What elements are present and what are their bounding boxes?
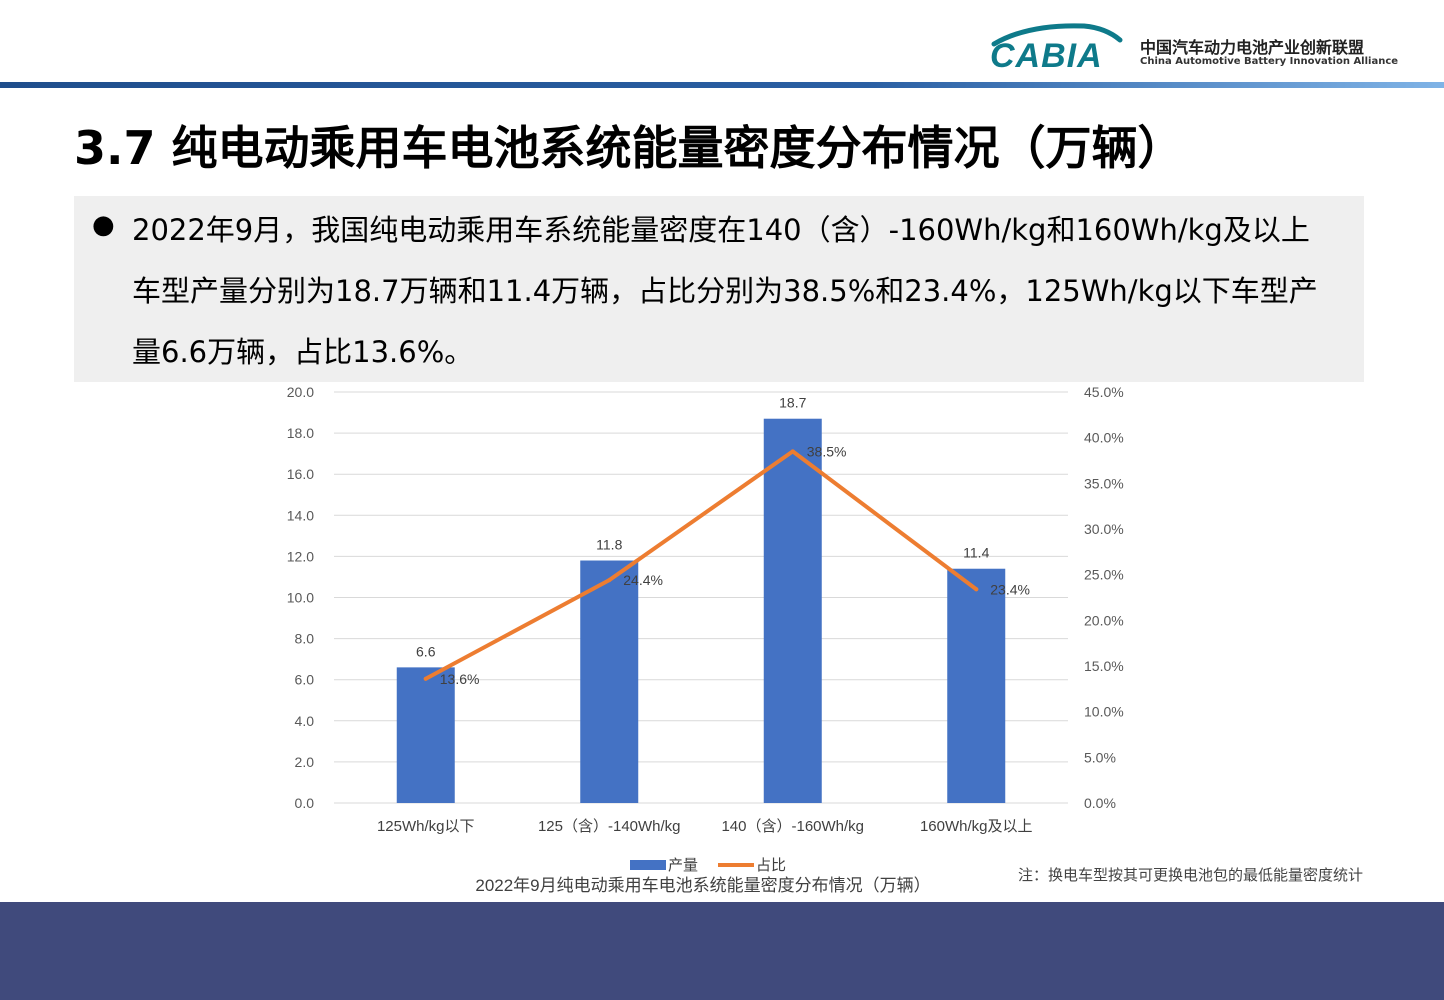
bar-value-label: 11.4 [963, 545, 989, 561]
chart-area: 0.0 2.0 4.0 6.0 8.0 10.0 12.0 14.0 16.0 18.0 20.0 0… [0, 380, 1444, 900]
y-left-tick-label: 4.0 [295, 713, 315, 729]
bar [763, 418, 822, 803]
y-right-tick-label: 0.0% [1084, 795, 1116, 811]
bar [947, 568, 1006, 803]
y-right-tick-label: 15.0% [1084, 658, 1124, 674]
y-left-tick-label: 12.0 [287, 548, 314, 564]
y-right-tick-label: 35.0% [1084, 475, 1124, 491]
line-value-label: 23.4% [990, 581, 1030, 597]
combo-chart: 0.0 2.0 4.0 6.0 8.0 10.0 12.0 14.0 16.0 18.0 20.0 0… [287, 384, 1124, 895]
y-left-tick-label: 18.0 [287, 425, 314, 441]
legend-label-line: 占比 [756, 857, 786, 874]
y-left-tick-label: 0.0 [295, 795, 315, 811]
y-right-tick-label: 25.0% [1084, 567, 1124, 583]
y-right-tick-label: 40.0% [1084, 430, 1124, 446]
logo: CABIA 中国汽车动力电池产业创新联盟 China Automotive Ba… [988, 22, 1408, 78]
page-title: 3.7 纯电动乘用车电池系统能量密度分布情况（万辆） [74, 121, 1184, 175]
legend-label-bars: 产量 [668, 857, 698, 874]
line-point [974, 587, 979, 592]
x-tick-label: 125Wh/kg以下 [377, 818, 475, 835]
cabia-logo-mark: CABIA [990, 23, 1123, 74]
y-left-tick-label: 20.0 [287, 384, 314, 400]
bar-value-label: 11.8 [596, 537, 622, 553]
x-tick-label: 125（含）-140Wh/kg [538, 818, 681, 835]
y-left-tick-label: 14.0 [287, 507, 314, 523]
y-right-tick-label: 45.0% [1084, 384, 1124, 400]
bar [396, 667, 455, 803]
y-right-tick-label: 10.0% [1084, 704, 1124, 720]
bar-value-label: 18.7 [779, 395, 806, 411]
bar [580, 560, 639, 803]
y-left-tick-label: 16.0 [287, 466, 314, 482]
bullet-icon: ● [92, 210, 115, 240]
line-point [607, 578, 612, 583]
x-tick-label: 160Wh/kg及以上 [920, 818, 1033, 835]
chart-title: 2022年9月纯电动乘用车电池系统能量密度分布情况（万辆） [475, 876, 930, 895]
y-right-tick-label: 30.0% [1084, 521, 1124, 537]
summary-box: ● 2022年9月，我国纯电动乘用车系统能量密度在140（含）-160Wh/kg… [74, 196, 1364, 382]
org-name-en: China Automotive Battery Innovation Alli… [1140, 56, 1399, 67]
footer-band [0, 902, 1444, 1000]
y-left-tick-label: 10.0 [287, 590, 314, 606]
y-right-tick-label: 5.0% [1084, 749, 1116, 765]
y-left-tick-label: 6.0 [295, 672, 315, 688]
x-tick-label: 140（含）-160Wh/kg [721, 818, 864, 835]
y-left-tick-label: 8.0 [295, 631, 315, 647]
y-left-tick-label: 2.0 [295, 754, 315, 770]
header-bar: CABIA 中国汽车动力电池产业创新联盟 China Automotive Ba… [0, 0, 1444, 88]
header-divider [0, 82, 1444, 88]
summary-text: 2022年9月，我国纯电动乘用车系统能量密度在140（含）-160Wh/kg和1… [132, 213, 1318, 369]
chart-note: 注：换电车型按其可更换电池包的最低能量密度统计 [1018, 866, 1364, 884]
line-value-label: 13.6% [440, 671, 480, 687]
line-point [423, 676, 428, 681]
line-point [790, 449, 795, 454]
logo-text: CABIA [990, 37, 1103, 74]
legend-swatch-bars [630, 860, 666, 870]
bar-value-label: 6.6 [416, 643, 436, 659]
line-series [423, 449, 979, 681]
y-right-tick-label: 20.0% [1084, 612, 1124, 628]
line-value-label: 24.4% [623, 572, 663, 588]
org-name-cn: 中国汽车动力电池产业创新联盟 [1140, 38, 1365, 57]
line-value-label: 38.5% [807, 443, 847, 459]
